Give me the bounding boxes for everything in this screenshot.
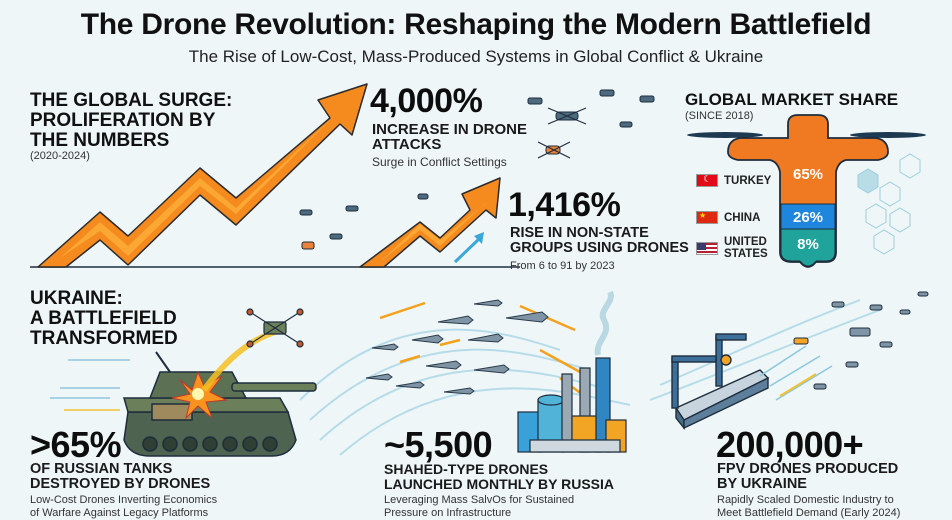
turkey-flag-icon: ☾ <box>696 174 718 187</box>
stat-drone-attacks-note: Surge in Conflict Settings <box>372 155 507 169</box>
legend-china: ★ CHINA <box>696 211 760 224</box>
stat-shahed-label: SHAHED-TYPE DRONES LAUNCHED MONTHLY BY R… <box>384 462 614 492</box>
stat-drone-attacks-value: 4,000% <box>370 82 483 120</box>
legend-united-states: UNITED STATES <box>696 236 768 260</box>
stat-tanks-note-line1: Low-Cost Drones Inverting Economics <box>30 494 218 506</box>
legend-turkey-label: TURKEY <box>724 174 772 187</box>
stat-non-state-value: 1,416% <box>508 186 621 224</box>
stat-shahed-label-line1: SHAHED-TYPE DRONES <box>384 461 549 477</box>
stat-tanks-label: OF RUSSIAN TANKS DESTROYED BY DRONES <box>30 462 210 492</box>
global-surge-heading-line1: THE GLOBAL SURGE: <box>30 90 233 111</box>
stat-tanks-label-line2: DESTROYED BY DRONES <box>30 476 211 492</box>
stat-fpv-label-line1: FPV DRONES PRODUCED <box>717 461 899 477</box>
market-share-turkey-value: 65% <box>792 166 824 183</box>
market-share-period: (SINCE 2018) <box>685 110 754 122</box>
stat-non-state-label-line1: RISE IN NON-STATE <box>510 225 649 241</box>
market-share-china-value: 26% <box>792 209 824 226</box>
stat-drone-attacks-label-line2: ATTACKS <box>372 136 442 153</box>
stat-tanks-value: >65% <box>30 424 122 465</box>
legend-us-label-line1: UNITED <box>724 236 767 248</box>
ukraine-heading-line3: TRANSFORMED <box>30 328 178 349</box>
stat-non-state-note: From 6 to 91 by 2023 <box>510 260 615 272</box>
ukraine-heading-line2: A BATTLEFIELD <box>30 308 177 329</box>
stat-tanks-label-line1: OF RUSSIAN TANKS <box>30 461 173 477</box>
china-flag-icon: ★ <box>696 211 718 224</box>
market-share-us-value: 8% <box>797 236 819 253</box>
global-surge-heading: THE GLOBAL SURGE: PROLIFERATION BY THE N… <box>30 91 232 151</box>
market-share-heading: GLOBAL MARKET SHARE <box>685 90 899 109</box>
legend-united-states-label: UNITED STATES <box>724 236 768 260</box>
page-title: The Drone Revolution: Reshaping the Mode… <box>80 8 872 41</box>
global-surge-heading-line2: PROLIFERATION BY <box>30 110 216 131</box>
stat-shahed-note-line1: Leveraging Mass SalvOs for Sustained <box>384 494 575 506</box>
stat-non-state-label-line2: GROUPS USING DRONES <box>510 240 689 256</box>
stat-fpv-note-line2: Meet Battlefield Demand (Early 2024) <box>717 507 901 519</box>
stat-non-state-label: RISE IN NON-STATE GROUPS USING DRONES <box>510 226 689 256</box>
stat-shahed-note: Leveraging Mass SalvOs for Sustained Pre… <box>384 494 574 520</box>
stat-fpv-label-line2: BY UKRAINE <box>717 476 807 492</box>
legend-turkey: ☾ TURKEY <box>696 174 771 187</box>
stat-drone-attacks-label-line1: INCREASE IN DRONE <box>372 121 528 138</box>
stat-drone-attacks-label: INCREASE IN DRONE ATTACKS <box>372 122 527 152</box>
us-flag-icon <box>696 241 718 255</box>
stat-tanks-note: Low-Cost Drones Inverting Economics of W… <box>30 494 217 520</box>
stat-tanks-note-line2: of Warfare Against Legacy Platforms <box>30 507 209 519</box>
stat-fpv-value: 200,000+ <box>716 424 864 465</box>
stat-fpv-label: FPV DRONES PRODUCED BY UKRAINE <box>717 462 898 492</box>
stat-shahed-note-line2: Pressure on Infrastructure <box>384 507 512 519</box>
stat-shahed-label-line2: LAUNCHED MONTHLY BY RUSSIA <box>384 476 614 492</box>
ukraine-heading-line1: UKRAINE: <box>30 288 123 309</box>
global-surge-period: (2020-2024) <box>30 150 90 162</box>
stat-fpv-note-line1: Rapidly Scaled Domestic Industry to <box>717 494 894 506</box>
legend-us-label-line2: STATES <box>724 248 768 260</box>
stat-fpv-note: Rapidly Scaled Domestic Industry to Meet… <box>717 494 900 520</box>
stat-shahed-value: ~5,500 <box>384 424 493 465</box>
legend-china-label: CHINA <box>724 211 761 224</box>
page-subtitle: The Rise of Low-Cost, Mass-Produced Syst… <box>188 47 764 66</box>
global-surge-heading-line3: THE NUMBERS <box>30 130 170 151</box>
ukraine-heading: UKRAINE: A BATTLEFIELD TRANSFORMED <box>30 289 178 349</box>
